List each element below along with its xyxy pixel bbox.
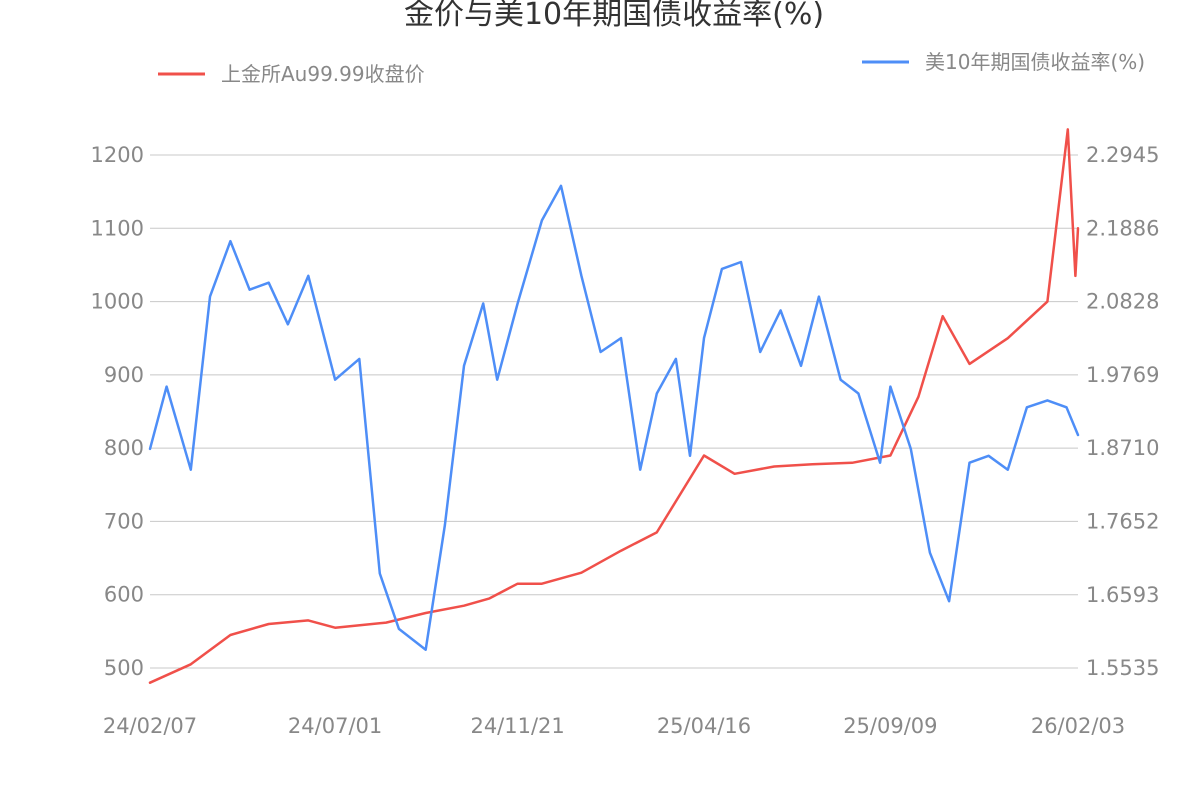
right-tick-label: 1.6593 bbox=[1086, 583, 1159, 607]
left-tick-label: 1200 bbox=[91, 143, 144, 167]
right-tick-label: 1.5535 bbox=[1086, 656, 1159, 680]
chart-title: 金价与美10年期国债收益率(%) bbox=[404, 0, 824, 32]
legend-left: 上金所Au99.99收盘价 bbox=[158, 62, 425, 86]
right-tick-label: 1.9769 bbox=[1086, 363, 1159, 387]
x-tick-label: 26/02/03 bbox=[1031, 714, 1125, 738]
x-tick-label: 25/09/09 bbox=[843, 714, 937, 738]
series-line-us10y-yield bbox=[148, 184, 1080, 651]
left-tick-label: 1100 bbox=[91, 216, 144, 240]
legend-gold-label: 上金所Au99.99收盘价 bbox=[221, 62, 425, 86]
grid-lines bbox=[150, 154, 1078, 669]
x-tick-label: 24/02/07 bbox=[103, 714, 197, 738]
right-tick-label: 1.7652 bbox=[1086, 509, 1159, 533]
right-tick-label: 2.2945 bbox=[1086, 143, 1159, 167]
series-layer bbox=[148, 128, 1080, 684]
right-tick-label: 1.8710 bbox=[1086, 436, 1159, 460]
right-tick-label: 2.0828 bbox=[1086, 290, 1159, 314]
x-tick-label: 24/11/21 bbox=[470, 714, 564, 738]
series-line-gold-price bbox=[148, 128, 1080, 684]
right-tick-label: 2.1886 bbox=[1086, 216, 1159, 240]
left-tick-label: 900 bbox=[104, 363, 144, 387]
legend-right: 美10年期国债收益率(%) bbox=[862, 50, 1145, 74]
x-tick-label: 24/07/01 bbox=[288, 714, 382, 738]
left-tick-label: 500 bbox=[104, 656, 144, 680]
left-tick-label: 600 bbox=[104, 583, 144, 607]
x-axis-ticks: 24/02/07 24/07/01 24/11/21 25/04/16 25/09/09… bbox=[103, 714, 1125, 738]
legend-yield-label: 美10年期国债收益率(%) bbox=[925, 50, 1145, 74]
right-axis-ticks: 1.5535 1.6593 1.7652 1.8710 1.9769 2.0828 2.18… bbox=[1086, 143, 1159, 680]
left-tick-label: 800 bbox=[104, 436, 144, 460]
left-axis-ticks: 500 600 700 800 900 1000 1100 1200 bbox=[91, 143, 144, 680]
left-tick-label: 700 bbox=[104, 509, 144, 533]
left-tick-label: 1000 bbox=[91, 290, 144, 314]
x-tick-label: 25/04/16 bbox=[657, 714, 751, 738]
